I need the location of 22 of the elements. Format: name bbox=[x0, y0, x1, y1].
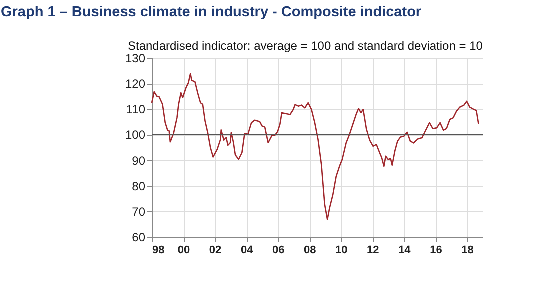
y-tick-label: 120 bbox=[125, 77, 146, 92]
x-tick-label: 14 bbox=[398, 244, 412, 256]
y-tick-label: 100 bbox=[125, 128, 146, 142]
y-tick-label: 80 bbox=[132, 179, 146, 194]
y-tick-label: 90 bbox=[132, 154, 146, 168]
x-tick-label: 18 bbox=[462, 244, 474, 256]
x-tick-label: 02 bbox=[209, 244, 222, 256]
y-tick-label: 110 bbox=[126, 102, 146, 117]
x-tick-label: 98 bbox=[152, 244, 165, 256]
x-tick-label: 06 bbox=[272, 244, 285, 256]
y-tick-label: 130 bbox=[125, 52, 146, 66]
x-tick-label: 00 bbox=[178, 244, 190, 256]
line-series bbox=[151, 73, 480, 220]
x-tick-label: 04 bbox=[240, 244, 254, 256]
x-tick-label: 10 bbox=[336, 244, 348, 256]
chart-title: Graph 1 – Business climate in industry - Composite indicator bbox=[0, 4, 422, 20]
x-tick-label: 16 bbox=[430, 244, 442, 256]
chart-subtitle: Standardised indicator: average = 100 and standard deviation = 10 bbox=[128, 39, 484, 53]
x-tick-label: 12 bbox=[367, 244, 380, 256]
y-tick-label: 70 bbox=[132, 204, 146, 219]
y-tick-label: 60 bbox=[132, 230, 146, 244]
x-tick-label: 08 bbox=[304, 244, 316, 256]
